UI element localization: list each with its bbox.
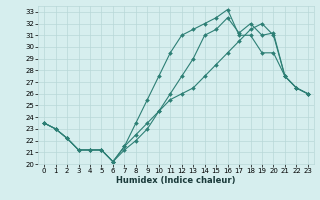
X-axis label: Humidex (Indice chaleur): Humidex (Indice chaleur) bbox=[116, 176, 236, 185]
